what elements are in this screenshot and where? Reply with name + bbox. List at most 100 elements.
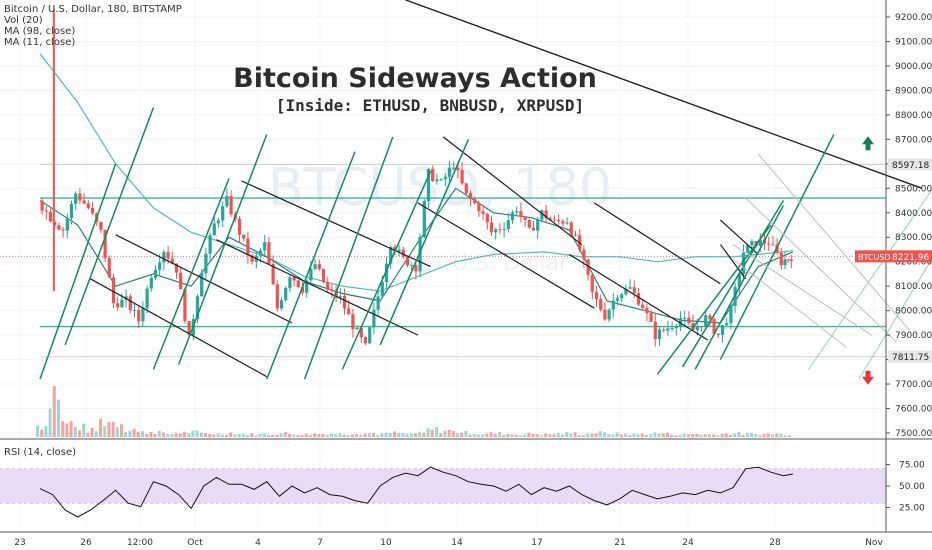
candle-body bbox=[456, 167, 460, 171]
volume-bar bbox=[582, 434, 585, 437]
volume-bar bbox=[115, 427, 119, 437]
candle-body bbox=[683, 317, 687, 319]
volume-bar bbox=[447, 429, 451, 437]
volume-bar bbox=[187, 433, 191, 437]
candle-body bbox=[44, 210, 48, 212]
down-arrow-icon bbox=[862, 370, 874, 385]
candle-body bbox=[494, 229, 498, 233]
volume-bar bbox=[36, 425, 39, 437]
volume-bar bbox=[418, 431, 422, 437]
volume-bar bbox=[657, 433, 661, 437]
volume-bar bbox=[279, 433, 283, 437]
candle-body bbox=[393, 246, 397, 252]
volume-bar bbox=[367, 433, 371, 437]
candle-body bbox=[65, 218, 69, 231]
volume-bar bbox=[405, 433, 409, 437]
candle-body bbox=[195, 296, 200, 320]
candle-body bbox=[779, 252, 783, 266]
volume-bar bbox=[741, 434, 745, 437]
time-tick-label: 23 bbox=[14, 538, 25, 548]
volume-bar bbox=[493, 433, 497, 437]
idea-subtitle: [Inside: ETHUSD, BNBUSD, XRPUSD] bbox=[276, 96, 584, 115]
ascending-channel-lower bbox=[152, 178, 230, 370]
candle-body bbox=[452, 167, 456, 169]
candle-body bbox=[82, 200, 86, 204]
price-tick-label: 8300.00 bbox=[895, 233, 932, 243]
candle-body bbox=[174, 263, 179, 273]
volume-bar bbox=[334, 433, 338, 437]
ascending-channel-upper bbox=[719, 134, 835, 360]
current-price-tag-bg bbox=[888, 250, 932, 263]
candle-body bbox=[767, 243, 771, 245]
candle-body bbox=[720, 325, 725, 336]
candle-body bbox=[48, 211, 53, 222]
volume-bar bbox=[376, 434, 380, 437]
volume-bar bbox=[590, 433, 594, 437]
volume-bar bbox=[661, 433, 665, 437]
candle-body bbox=[170, 258, 174, 264]
volume-bar bbox=[304, 433, 308, 437]
candle-body bbox=[506, 220, 510, 229]
candle-body bbox=[746, 245, 750, 253]
candle-body bbox=[607, 309, 611, 320]
candle-body bbox=[288, 277, 292, 288]
descending-channel-lower bbox=[90, 278, 268, 378]
time-tick-label: 28 bbox=[769, 538, 781, 548]
candle-body bbox=[237, 218, 242, 235]
volume-bar bbox=[422, 432, 426, 437]
candle-body bbox=[317, 264, 321, 270]
candle-body bbox=[653, 321, 657, 340]
candle-body bbox=[662, 329, 666, 331]
volume-bar bbox=[250, 433, 254, 437]
candle-body bbox=[464, 183, 468, 194]
volume-bar bbox=[481, 434, 485, 437]
descending-channel-lower bbox=[719, 244, 747, 280]
time-tick-label: 26 bbox=[80, 538, 92, 548]
volume-bar bbox=[120, 424, 123, 437]
volume-bar bbox=[699, 434, 703, 437]
volume-bar bbox=[267, 434, 270, 437]
upper-level-tag-bg bbox=[888, 158, 932, 171]
candle-body bbox=[149, 277, 153, 289]
candle-body bbox=[363, 337, 368, 344]
candle-body bbox=[657, 329, 662, 340]
volume-bar bbox=[653, 432, 657, 437]
volume-bar bbox=[355, 434, 359, 437]
candle-body bbox=[275, 284, 279, 309]
volume-bar bbox=[544, 433, 548, 437]
volume-bar bbox=[640, 433, 644, 437]
volume-bar bbox=[649, 434, 653, 437]
projected-channel-upper bbox=[732, 244, 872, 336]
volume-bar bbox=[157, 430, 161, 437]
time-tick-label: Nov bbox=[865, 538, 883, 548]
candle-body bbox=[527, 219, 531, 228]
price-tick-label: 8900.00 bbox=[895, 86, 932, 96]
time-tick-label: 14 bbox=[451, 538, 463, 548]
time-tick-label: 24 bbox=[682, 538, 694, 548]
volume-bar bbox=[124, 431, 128, 437]
ma-98-line bbox=[39, 53, 793, 292]
volume-bar bbox=[380, 433, 384, 437]
candle-body bbox=[443, 176, 447, 180]
volume-bar bbox=[636, 434, 640, 437]
volume-bar bbox=[624, 433, 627, 437]
candle-body bbox=[624, 288, 628, 295]
volume-bar bbox=[275, 434, 279, 437]
candle-body bbox=[531, 227, 536, 231]
volume-bar bbox=[783, 435, 787, 437]
volume-bar bbox=[460, 432, 464, 437]
candle-body bbox=[725, 323, 729, 326]
candle-body bbox=[292, 277, 296, 281]
projected-channel-lower bbox=[732, 258, 847, 348]
candle-body bbox=[750, 241, 754, 246]
volume-bar bbox=[733, 433, 737, 437]
candle-body bbox=[250, 255, 254, 262]
symbol-tag-bg bbox=[855, 250, 888, 263]
candle-body bbox=[649, 313, 653, 322]
current-price-tag: 8221.96 bbox=[892, 253, 929, 263]
candle-body bbox=[284, 287, 288, 301]
candle-body bbox=[519, 211, 523, 217]
candle-body bbox=[313, 264, 317, 269]
volume-bar bbox=[330, 433, 333, 437]
